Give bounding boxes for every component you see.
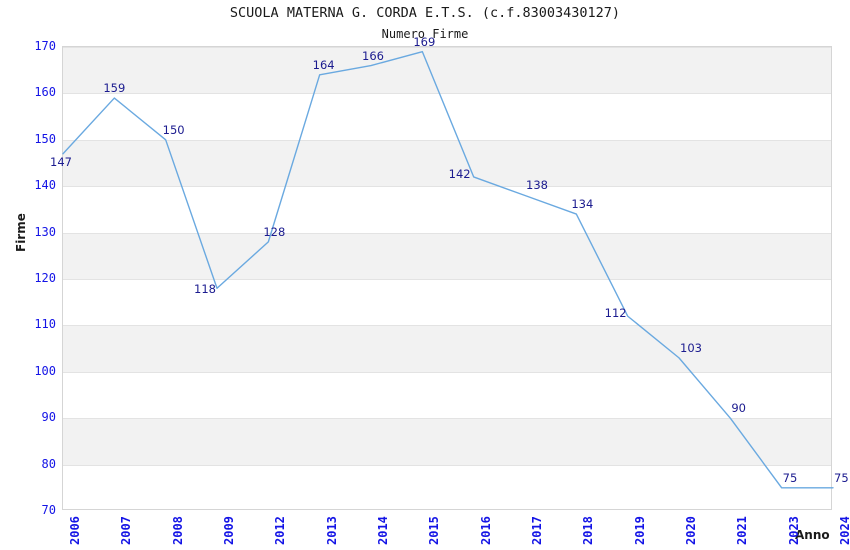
gridline [63,279,831,280]
y-tick-label: 80 [41,456,56,471]
x-tick-label: 2017 [530,516,544,545]
data-point-label: 118 [194,282,216,297]
plot-area [62,46,834,510]
x-tick-label: 2020 [684,516,698,545]
data-point-label: 164 [312,57,335,72]
y-tick-label: 130 [34,224,56,239]
chart-subtitle: Numero Firme [381,27,469,41]
data-point-label: 90 [731,401,746,416]
plot-band [63,325,831,372]
gridline [63,139,831,141]
x-axis-title: Anno [795,528,830,542]
y-tick-label: 100 [34,363,56,378]
data-point-label: 112 [604,306,627,321]
x-tick-label: 2016 [478,516,493,545]
data-point-label: 142 [448,166,471,181]
y-tick-label: 140 [34,178,56,193]
y-tick-label: 170 [34,39,56,53]
x-tick-label: 2008 [170,516,185,545]
data-point-label: 75 [782,470,798,485]
gridline [63,464,831,466]
data-point-label: 103 [680,340,702,355]
x-tick-label: 2015 [427,516,442,545]
plot-band [63,47,831,94]
x-tick-label: 2014 [376,516,390,545]
x-tick-label: 2012 [273,516,288,545]
plot-bands [63,47,831,509]
data-point-label: 75 [834,470,849,485]
data-point-label: 138 [526,178,548,193]
x-tick-label: 2021 [735,516,750,545]
data-point-label: 147 [50,154,72,169]
x-tick-label: 2007 [119,516,134,545]
x-tick-label: 2024 [838,516,850,545]
data-point-label: 128 [263,224,286,239]
y-tick-label: 70 [41,503,56,517]
plot-band [63,139,831,187]
data-point-label: 169 [413,34,436,49]
gridline [63,325,831,327]
gridline [63,232,831,234]
y-tick-label: 160 [34,85,56,100]
chart-title: SCUOLA MATERNA G. CORDA E.T.S. (c.f.8300… [229,5,621,21]
x-tick-label: 2018 [581,516,596,545]
gridline [63,418,831,420]
plot-band [63,232,831,279]
data-point-label: 134 [571,197,594,212]
x-tick-label: 2006 [68,516,82,545]
data-point-label: 150 [162,122,185,137]
x-tick-label: 2009 [222,516,236,545]
gridline [63,186,831,188]
y-tick-label: 90 [41,410,56,425]
y-tick-label: 120 [34,271,56,285]
gridline [63,371,831,373]
y-tick-label: 110 [34,317,56,332]
gridline [63,47,831,48]
y-tick-label: 150 [34,131,56,146]
plot-band [63,418,831,465]
data-point-label: 159 [103,81,126,96]
series-line [62,50,834,489]
x-tick-label: 2013 [324,516,339,545]
x-tick-label: 2023 [786,516,801,545]
data-point-label: 166 [362,48,384,63]
x-tick-label: 2019 [632,516,647,545]
gridline [63,93,831,95]
